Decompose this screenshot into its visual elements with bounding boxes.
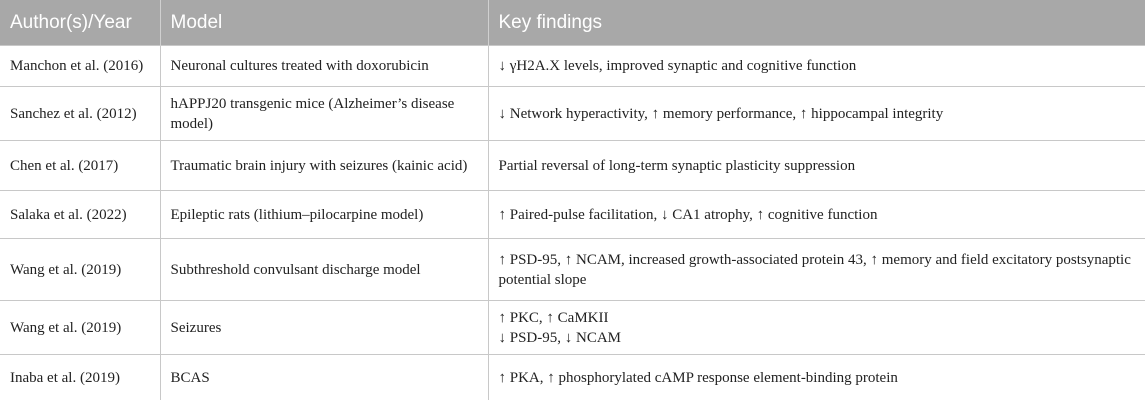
column-header: Author(s)/Year [0,0,160,46]
table-cell: ↑ PKA, ↑ phosphorylated cAMP response el… [487,354,1145,400]
table-cell: Epileptic rats (lithium–pilocarpine mode… [159,190,488,239]
table-cell: hAPPJ20 transgenic mice (Alzheimer’s dis… [159,86,488,141]
table-cell: ↑ Paired-pulse facilitation, ↓ CA1 atrop… [487,190,1145,239]
column-header: Model [159,0,488,46]
table-cell: Wang et al. (2019) [0,300,160,355]
table-cell: Chen et al. (2017) [0,140,160,191]
table-row: Chen et al. (2017) Traumatic brain injury… [0,140,1145,191]
header-row: Author(s)/Year Model Key findings [0,0,1145,46]
table-cell: Manchon et al. (2016) [0,45,160,87]
table-cell: ↑ PSD-95, ↑ NCAM, increased growth-assoc… [487,238,1145,301]
table-cell: Traumatic brain injury with seizures (ka… [159,140,488,191]
table-cell: ↓ γH2A.X levels, improved synaptic and c… [487,45,1145,87]
cell-line: ↓ PSD-95, ↓ NCAM [498,329,622,346]
table-cell: Inaba et al. (2019) [0,354,160,400]
table-cell: Partial reversal of long-term synaptic p… [487,140,1145,191]
table-cell: Sanchez et al. (2012) [0,86,160,141]
table-row: Wang et al. (2019) Subthreshold convulsan… [0,238,1145,301]
table-body: Manchon et al. (2016) Neuronal cultures t… [0,45,1145,400]
table-row: Inaba et al. (2019) BCAS ↑ PKA, ↑ phosphor… [0,354,1145,400]
table-cell: BCAS [159,354,488,400]
table-cell: Subthreshold convulsant discharge model [159,238,488,301]
table-cell: Neuronal cultures treated with doxorubic… [159,45,488,87]
table-row: Manchon et al. (2016) Neuronal cultures t… [0,45,1145,87]
table-row: Salaka et al. (2022) Epileptic rats (lith… [0,190,1145,239]
table-cell: Wang et al. (2019) [0,238,160,301]
table-cell: ↓ Network hyperactivity, ↑ memory perfor… [487,86,1145,141]
cell-line: ↑ PKC, ↑ CaMKII [498,309,609,326]
table-row: Sanchez et al. (2012) hAPPJ20 transgenic … [0,86,1145,141]
table-cell: ↑ PKC, ↑ CaMKII ↓ PSD-95, ↓ NCAM [487,300,1145,355]
table-cell: Salaka et al. (2022) [0,190,160,239]
column-header: Key findings [487,0,1145,46]
table-row: Wang et al. (2019) Seizures ↑ PKC, ↑ CaMKI… [0,300,1145,355]
table-cell: Seizures [159,300,488,355]
